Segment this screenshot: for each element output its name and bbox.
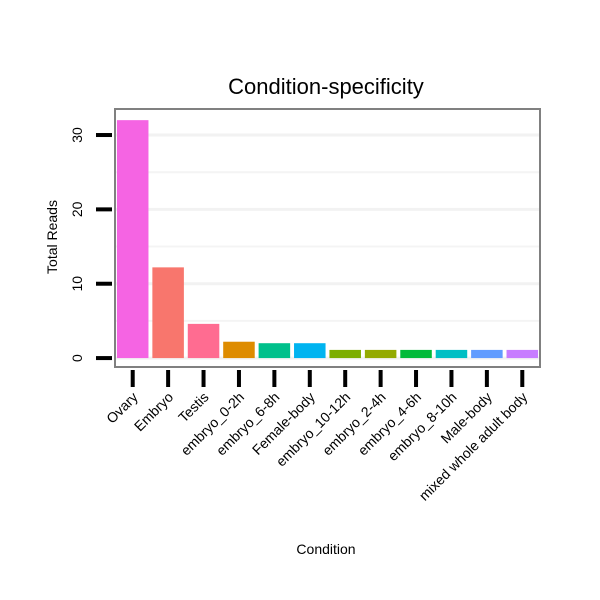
y-tick-label: 0 (69, 354, 85, 362)
bar-embryo-0-2h (223, 342, 255, 358)
y-tick-label: 20 (69, 201, 85, 217)
y-axis: 0 10 20 30 (69, 127, 112, 362)
bars (117, 120, 538, 358)
x-axis-title: Condition (296, 541, 355, 557)
condition-specificity-chart: Condition-specificity 0 10 20 30 OvaryEmbry… (0, 0, 600, 600)
y-tick-label: 30 (69, 127, 85, 143)
bar-embryo (152, 267, 184, 358)
bar-male-body (471, 350, 503, 358)
bar-testis (188, 324, 220, 358)
bar-embryo-6-8h (259, 343, 291, 358)
bar-mixed-whole-adult-body (507, 350, 539, 358)
chart-title: Condition-specificity (228, 74, 424, 99)
bar-ovary (117, 120, 149, 358)
bar-embryo-2-4h (365, 350, 397, 358)
bar-embryo-8-10h (436, 350, 468, 358)
bar-embryo-10-12h (329, 350, 361, 358)
y-axis-title: Total Reads (44, 200, 60, 274)
x-axis: OvaryEmbryoTestisembryo_0-2hembryo_6-8hF… (103, 370, 530, 504)
bar-embryo-4-6h (400, 350, 432, 358)
x-tick-label: Embryo (131, 389, 177, 435)
bar-female-body (294, 343, 326, 358)
y-tick-label: 10 (69, 276, 85, 292)
